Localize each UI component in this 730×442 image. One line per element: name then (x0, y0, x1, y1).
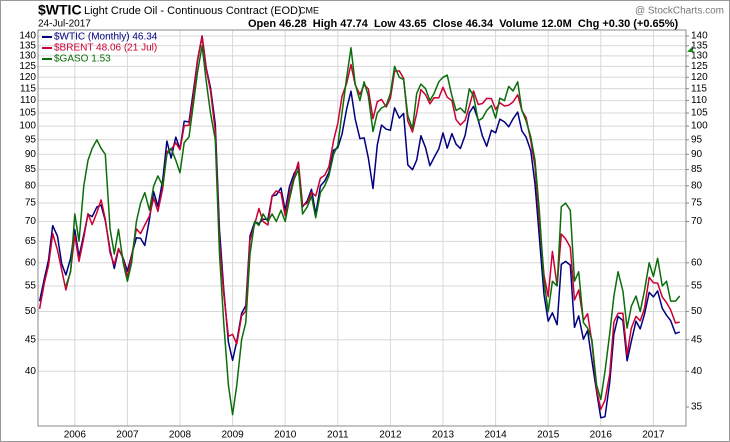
y2-tick-label: 55 (691, 281, 703, 292)
y2-tick-label: 80 (691, 180, 703, 191)
y-tick-label: 110 (20, 95, 36, 106)
x-tick-label: 2013 (432, 430, 455, 441)
y2-tick-label: 115 (691, 83, 707, 94)
y2-tick-label: 45 (691, 334, 703, 345)
y-tick-label: 105 (19, 108, 36, 119)
x-tick-label: 2012 (379, 430, 402, 441)
legend-label: $WTIC (Monthly) 46.34 (54, 32, 158, 43)
y2-tick-label: 40 (691, 366, 703, 377)
source: @ StockCharts.com (635, 6, 724, 17)
y-tick-label: 140 (19, 31, 36, 42)
y-tick-label: 40 (25, 366, 37, 377)
legend-label: $BRENT 48.06 (21 Jul) (54, 43, 157, 54)
grid (38, 30, 686, 426)
series-line (65, 45, 681, 416)
series-line (38, 35, 680, 419)
x-tick-label: 2016 (590, 430, 613, 441)
y2-tick-label: 140 (691, 31, 708, 42)
x-tick-label: 2009 (221, 430, 244, 441)
y-tick-label: 65 (25, 236, 37, 247)
y2-tick-label: 110 (691, 95, 707, 106)
y-tick-label: 90 (25, 149, 37, 160)
exchange: CME (299, 5, 319, 15)
legend-label: $GASO 1.53 (54, 54, 111, 65)
x-tick-label: 2017 (642, 430, 665, 441)
y-tick-label: 95 (25, 134, 37, 145)
y2-tick-label: 75 (691, 198, 703, 209)
y2-tick-label: 70 (691, 216, 703, 227)
y-tick-label: 75 (25, 198, 37, 209)
y-tick-label: 125 (19, 61, 36, 72)
x-tick-label: 2015 (537, 430, 560, 441)
x-tick-label: 2008 (169, 430, 192, 441)
chart-title: Light Crude Oil - Continuous Contract (E… (84, 5, 302, 17)
x-tick-label: 2014 (484, 430, 507, 441)
y2-tick-label: 100 (691, 121, 708, 132)
quote: Open 46.28 High 47.74 Low 43.65 Close 46… (248, 18, 679, 30)
y2-tick-label: 60 (691, 257, 703, 268)
y-tick-label: 60 (25, 257, 37, 268)
y2-tick-label: 50 (691, 306, 703, 317)
y-tick-label: 50 (25, 306, 37, 317)
y-tick-label: 130 (19, 51, 36, 62)
y-tick-label: 45 (25, 334, 37, 345)
y-tick-label: 120 (19, 72, 36, 83)
y2-tick-label: 35 (691, 402, 703, 413)
x-tick-label: 2006 (64, 430, 87, 441)
symbol: $WTIC (38, 2, 82, 18)
y-tick-label: 80 (25, 180, 37, 191)
y-tick-label: 135 (19, 40, 36, 51)
y2-tick-label: 95 (691, 134, 703, 145)
y-tick-label: 70 (25, 216, 37, 227)
series-line (38, 35, 680, 411)
y-tick-label: 85 (25, 164, 37, 175)
y2-tick-label: 90 (691, 149, 703, 160)
y2-tick-label: 105 (691, 108, 708, 119)
y-tick-label: 55 (25, 281, 37, 292)
plot-area (37, 29, 687, 427)
x-tick-label: 2011 (327, 430, 349, 441)
y2-tick-label: 125 (691, 61, 708, 72)
y2-tick-label: 135 (691, 40, 708, 51)
change-arrow (687, 46, 693, 52)
date: 24-Jul-2017 (38, 19, 91, 30)
y-tick-label: 100 (19, 121, 36, 132)
y2-tick-label: 120 (691, 72, 708, 83)
y2-tick-label: 130 (691, 51, 708, 62)
y-tick-label: 115 (20, 83, 36, 94)
x-tick-label: 2010 (274, 430, 297, 441)
y2-tick-label: 85 (691, 164, 703, 175)
x-tick-label: 2007 (116, 430, 139, 441)
